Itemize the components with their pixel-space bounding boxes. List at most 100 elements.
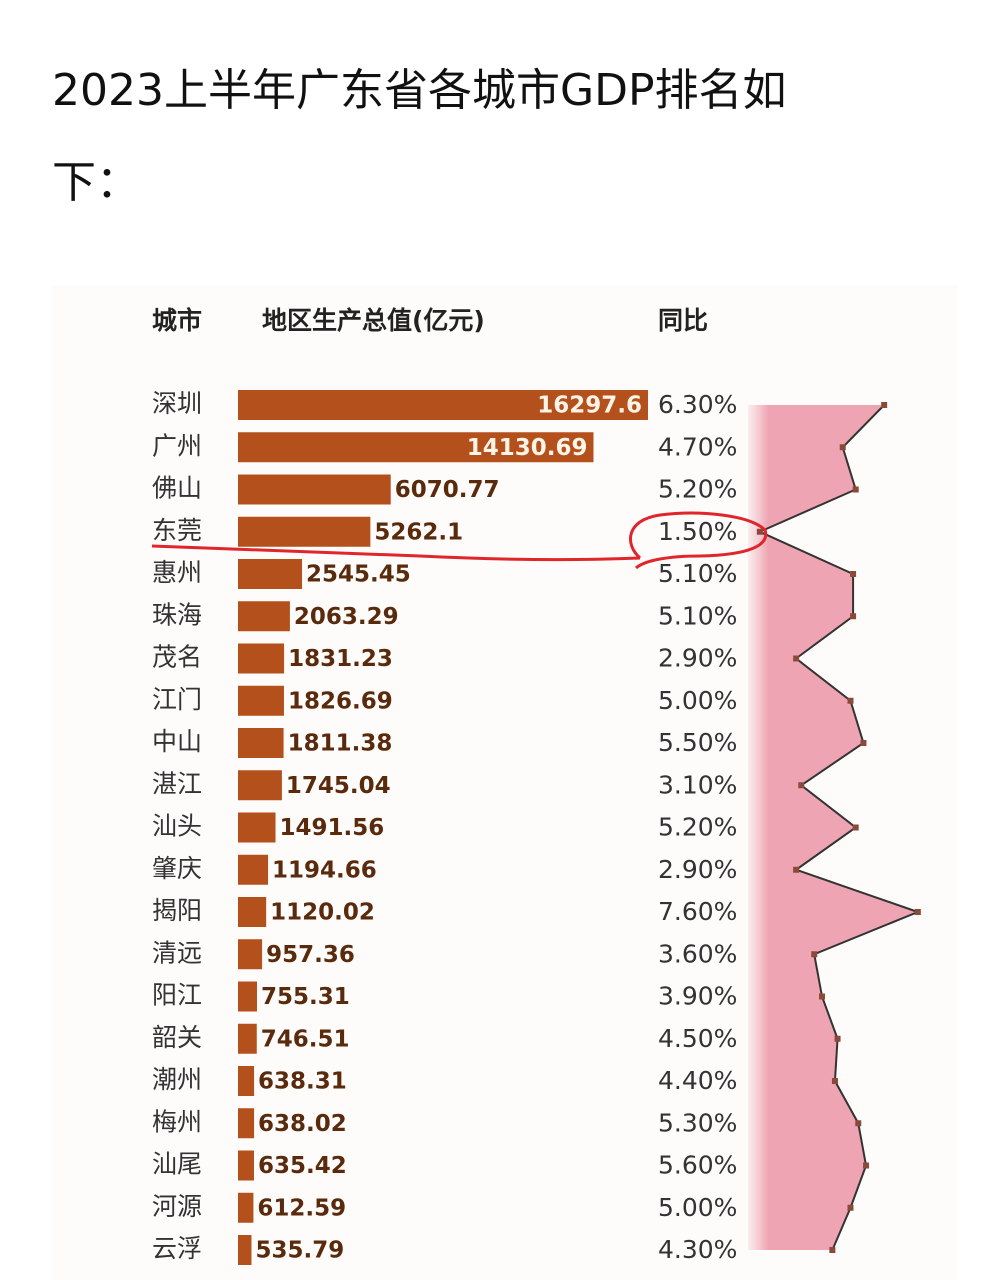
gdp-value-label: 1120.02 bbox=[270, 900, 375, 926]
gdp-value-label: 16297.6 bbox=[537, 393, 642, 419]
gdp-value-label: 6070.77 bbox=[395, 477, 500, 503]
city-label: 江门 bbox=[152, 685, 202, 714]
yoy-point bbox=[850, 571, 857, 577]
gdp-value-label: 612.59 bbox=[257, 1195, 346, 1221]
gdp-value-label: 1745.04 bbox=[286, 773, 391, 799]
city-label: 梅州 bbox=[152, 1107, 202, 1136]
yoy-point bbox=[852, 486, 859, 493]
gdp-bar bbox=[238, 390, 648, 420]
annotation-circle bbox=[629, 511, 768, 570]
gdp-bar bbox=[238, 516, 371, 547]
gdp-value-label: 638.02 bbox=[258, 1111, 347, 1137]
yoy-point bbox=[798, 782, 805, 789]
yoy-point bbox=[834, 1035, 841, 1042]
yoy-point bbox=[829, 1247, 836, 1253]
yoy-label: 5.20% bbox=[658, 475, 737, 504]
yoy-label: 5.10% bbox=[658, 559, 737, 588]
category-header: 城市 bbox=[152, 306, 202, 335]
yoy-point bbox=[793, 655, 800, 662]
gdp-bar bbox=[238, 643, 285, 674]
gdp-bar bbox=[238, 601, 290, 632]
gdp-bar bbox=[238, 474, 391, 505]
yoy-point bbox=[860, 740, 867, 746]
gdp-value-label: 14130.69 bbox=[467, 435, 588, 461]
yoy-point bbox=[839, 444, 846, 451]
yoy-point bbox=[819, 993, 826, 1000]
city-label: 湛江 bbox=[152, 769, 202, 798]
city-label: 韶关 bbox=[152, 1023, 202, 1052]
yoy-label: 4.50% bbox=[658, 1024, 737, 1053]
city-label: 阳江 bbox=[152, 981, 202, 1010]
city-label: 茂名 bbox=[152, 643, 202, 672]
gdp-bar bbox=[238, 1023, 257, 1054]
gdp-bar bbox=[238, 1150, 254, 1181]
gdp-bar bbox=[238, 432, 594, 463]
post-title-line1: 2023上半年广东省各城市GDP排名如 bbox=[52, 65, 787, 116]
gdp-value-label: 635.42 bbox=[258, 1153, 347, 1179]
yoy-point bbox=[811, 951, 818, 958]
yoy-label: 5.20% bbox=[658, 813, 737, 842]
gdp-value-label: 638.31 bbox=[258, 1069, 347, 1095]
city-label: 佛山 bbox=[152, 474, 202, 503]
yoy-point bbox=[852, 824, 859, 831]
yoy-label: 7.60% bbox=[658, 897, 737, 926]
gdp-value-label: 1491.56 bbox=[280, 815, 385, 841]
yoy-label: 5.50% bbox=[658, 728, 737, 757]
city-label: 珠海 bbox=[152, 600, 202, 629]
gdp-bar bbox=[238, 1108, 255, 1139]
city-label: 中山 bbox=[152, 727, 202, 756]
area-layer bbox=[748, 405, 918, 1250]
yoy-label: 4.30% bbox=[658, 1235, 737, 1264]
gdp-value-label: 1811.38 bbox=[288, 731, 393, 757]
yoy-point bbox=[914, 909, 921, 915]
gdp-value-label: 957.36 bbox=[266, 942, 355, 968]
yoy-label: 1.50% bbox=[658, 517, 737, 546]
yoy-label: 5.00% bbox=[658, 1193, 737, 1222]
yoy-label: 5.30% bbox=[658, 1108, 737, 1137]
yoy-label: 6.30% bbox=[658, 390, 737, 419]
yoy-label: 4.40% bbox=[658, 1066, 737, 1095]
annotation-underline bbox=[151, 544, 641, 562]
yoy-label: 3.90% bbox=[658, 982, 737, 1011]
post-title-line2: 下： bbox=[52, 157, 140, 208]
gdp-value-label: 746.51 bbox=[261, 1026, 350, 1052]
gdp-bar bbox=[238, 897, 267, 927]
yoy-point bbox=[863, 1162, 870, 1169]
yoy-label: 4.70% bbox=[658, 432, 737, 461]
city-label: 惠州 bbox=[152, 558, 202, 587]
city-label: 潮州 bbox=[152, 1065, 202, 1094]
yoy-label: 3.60% bbox=[658, 939, 737, 968]
city-label: 东莞 bbox=[152, 516, 202, 545]
yoy-point bbox=[850, 613, 857, 620]
gdp-value-label: 2545.45 bbox=[306, 562, 411, 588]
yoy-point bbox=[881, 402, 888, 408]
city-label: 汕头 bbox=[152, 812, 202, 841]
yoy-label: 2.90% bbox=[658, 644, 737, 673]
gdp-value-label: 1194.66 bbox=[272, 857, 377, 883]
gdp-value-label: 755.31 bbox=[261, 984, 350, 1010]
gdp-bar bbox=[238, 939, 263, 970]
city-label: 汕尾 bbox=[152, 1150, 202, 1179]
gdp-bar bbox=[238, 812, 276, 843]
gdp-bar bbox=[238, 1192, 254, 1223]
gdp-bar bbox=[238, 1235, 252, 1265]
yoy-point bbox=[793, 866, 800, 873]
city-label: 清远 bbox=[152, 938, 202, 967]
gdp-bar bbox=[238, 770, 282, 801]
gdp-bar bbox=[238, 728, 284, 758]
city-label: 云浮 bbox=[152, 1234, 202, 1263]
gdp-header: 地区生产总值(亿元) bbox=[262, 306, 485, 335]
yoy-area bbox=[748, 405, 918, 1250]
gdp-bar bbox=[238, 854, 269, 885]
yoy-label: 5.60% bbox=[658, 1151, 737, 1180]
yoy-point bbox=[847, 697, 854, 704]
yoy-point bbox=[847, 1204, 854, 1211]
yoy-header: 同比 bbox=[658, 306, 708, 335]
gdp-value-label: 1831.23 bbox=[288, 646, 393, 672]
yoy-label: 3.10% bbox=[658, 770, 737, 799]
yoy-point bbox=[831, 1078, 838, 1084]
main-layer: 深圳 16297.6 6.30% 广州 14130.69 4.70% 佛山 6070.77 5.… bbox=[152, 389, 921, 1265]
city-label: 肇庆 bbox=[152, 854, 202, 883]
